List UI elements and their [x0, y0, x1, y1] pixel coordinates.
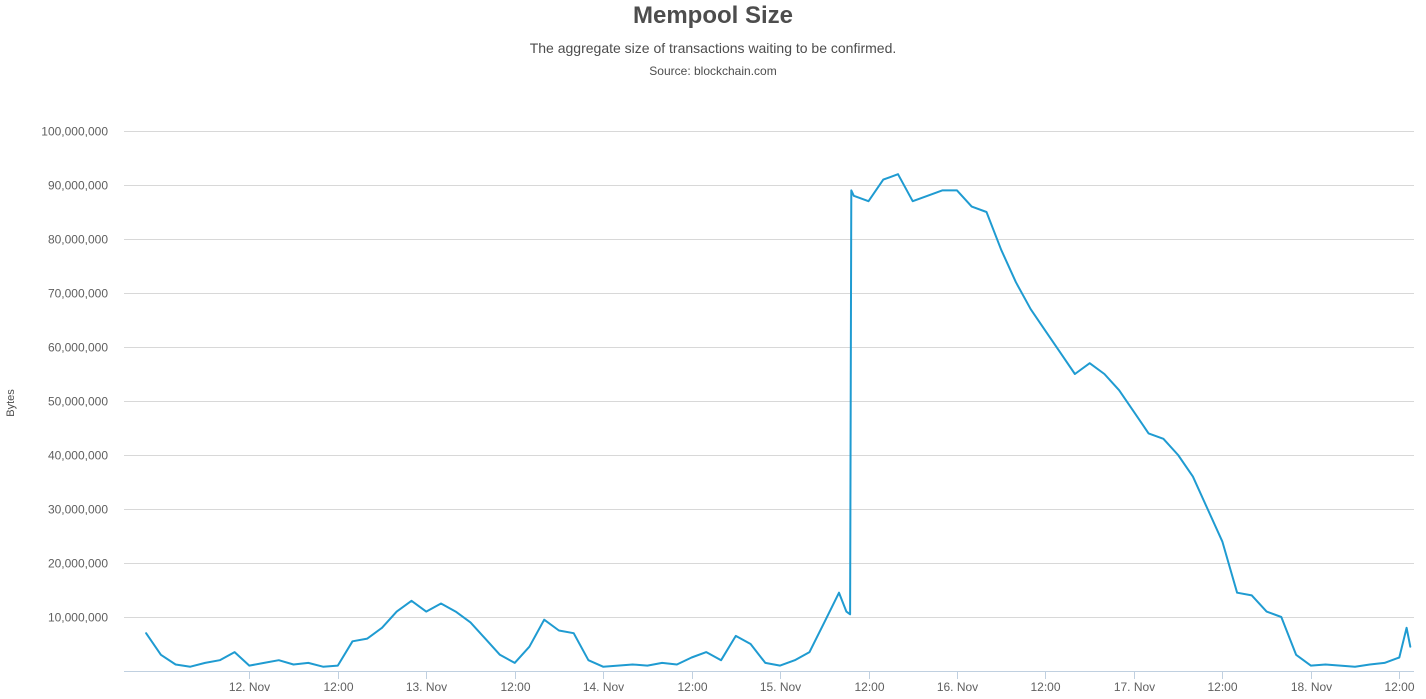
chart-source: Source: blockchain.com [649, 64, 777, 78]
x-tick-label: 18. Nov [1291, 680, 1332, 694]
y-tick-label: 40,000,000 [48, 449, 108, 463]
x-tick-label: 12:00 [854, 680, 884, 694]
series-group [145, 173, 1412, 668]
chart-subtitle: The aggregate size of transactions waiti… [529, 40, 897, 56]
x-tick-label: 15. Nov [760, 680, 801, 694]
x-tick-label: 12:00 [1384, 680, 1414, 694]
x-tick-label: 12:00 [500, 680, 530, 694]
chart-title: Mempool Size [632, 2, 794, 29]
series-line [145, 173, 1412, 668]
y-tick-label: 20,000,000 [48, 557, 108, 571]
x-tick-label: 12:00 [1030, 680, 1060, 694]
x-tick-label: 12:00 [323, 680, 353, 694]
y-tick-label: 30,000,000 [48, 503, 108, 517]
gridlines [124, 131, 1414, 618]
y-tick-label: 60,000,000 [48, 341, 108, 355]
y-tick-label: 100,000,000 [41, 125, 108, 139]
y-axis-ticks: 10,000,000 20,000,000 30,000,000 40,000,000… [41, 125, 108, 625]
y-tick-label: 70,000,000 [48, 287, 108, 301]
x-axis: 12. Nov 12:00 13. Nov 12:00 14. Nov 12:00 15. … [124, 671, 1415, 694]
y-tick-label: 90,000,000 [48, 179, 108, 193]
x-tick-label: 17. Nov [1114, 680, 1155, 694]
x-tick-label: 12:00 [677, 680, 707, 694]
x-tick-label: 12:00 [1207, 680, 1237, 694]
x-tick-label: 12. Nov [229, 680, 270, 694]
x-tick-label: 14. Nov [583, 680, 624, 694]
y-tick-label: 80,000,000 [48, 233, 108, 247]
x-tick-label: 13. Nov [406, 680, 447, 694]
y-tick-label: 50,000,000 [48, 395, 108, 409]
x-tick-label: 16. Nov [937, 680, 978, 694]
y-tick-label: 10,000,000 [48, 611, 108, 625]
